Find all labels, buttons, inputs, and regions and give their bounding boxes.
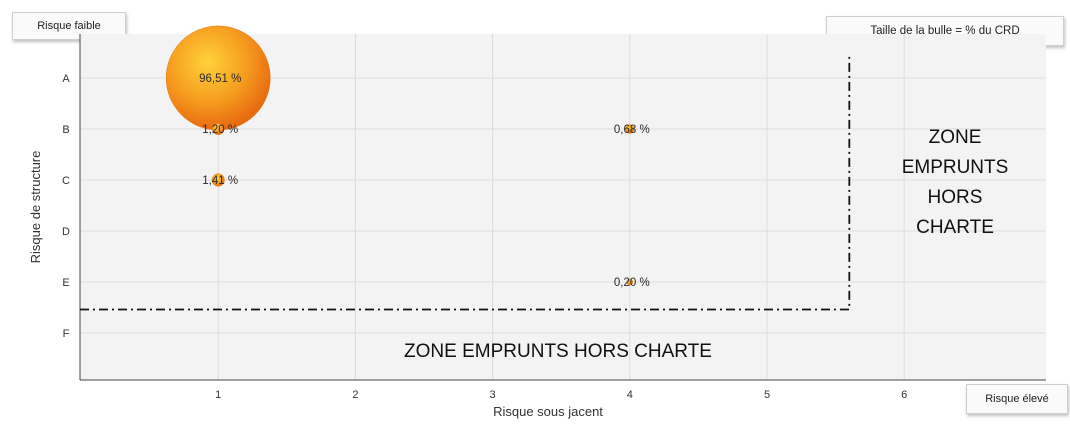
data-bubble xyxy=(626,278,634,286)
data-label: 1,20 % xyxy=(202,124,238,136)
y-tick-label: D xyxy=(62,226,70,238)
x-tick-label: 2 xyxy=(352,389,358,401)
x-tick-label: 6 xyxy=(901,389,907,401)
data-label: 1,41 % xyxy=(202,175,238,187)
data-label: 96,51 % xyxy=(199,73,241,85)
y-tick-label: C xyxy=(62,175,70,187)
axes xyxy=(79,34,1046,381)
right-zone-label-line: HORS xyxy=(928,187,983,208)
risk-low-label: Risque faible xyxy=(12,12,126,40)
bubbles xyxy=(165,25,635,286)
data-label: 0,20 % xyxy=(614,277,650,289)
risk-high-label: Risque élevé xyxy=(966,384,1068,414)
y-tick-label: A xyxy=(62,73,70,85)
data-label: 0,68 % xyxy=(614,124,650,136)
zone-boundary-line xyxy=(80,56,851,311)
x-axis-title: Risque sous jacent xyxy=(493,404,603,419)
x-tick-label: 3 xyxy=(490,389,496,401)
right-zone-label-line: CHARTE xyxy=(916,217,994,238)
grid xyxy=(80,34,1046,380)
data-bubble xyxy=(625,124,635,134)
data-bubble xyxy=(211,173,225,187)
out-of-charter-zones: ZONE EMPRUNTS HORS CHARTE ZONE EMPRUNTS HORS… xyxy=(80,56,1008,362)
x-tick-labels: 1 2 3 4 5 6 xyxy=(215,389,907,401)
y-tick-labels: A B C D E F xyxy=(62,73,70,340)
right-zone-label-line: EMPRUNTS xyxy=(902,157,1009,178)
x-tick-label: 4 xyxy=(627,389,633,401)
x-tick-label: 5 xyxy=(764,389,770,401)
y-tick-label: B xyxy=(62,124,69,136)
bottom-zone-label: ZONE EMPRUNTS HORS CHARTE xyxy=(404,341,712,362)
right-zone-label-line: ZONE xyxy=(929,127,982,148)
y-tick-label: F xyxy=(63,328,70,340)
data-bubble xyxy=(212,122,225,136)
y-tick-label: E xyxy=(62,277,69,289)
y-axis-title: Risque de structure xyxy=(28,151,43,264)
data-labels: 96,51 % 1,20 % 1,41 % 0,68 % 0,20 % xyxy=(199,73,650,289)
x-tick-label: 1 xyxy=(215,389,221,401)
